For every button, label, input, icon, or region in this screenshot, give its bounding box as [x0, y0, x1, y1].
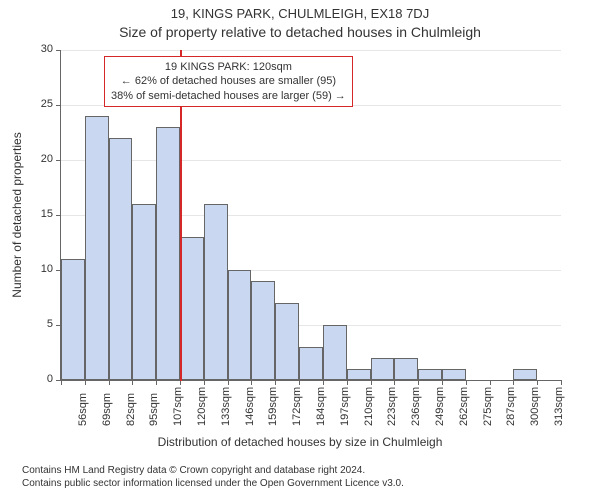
ytick-mark — [56, 160, 61, 161]
xtick-mark — [394, 380, 395, 385]
ytick-label: 30 — [21, 43, 53, 55]
ytick-label: 10 — [21, 263, 53, 275]
histogram-bar — [180, 237, 204, 380]
ytick-label: 5 — [21, 318, 53, 330]
xtick-mark — [537, 380, 538, 385]
xtick-label: 249sqm — [434, 387, 446, 426]
histogram-bar — [299, 347, 323, 380]
xtick-label: 82sqm — [125, 393, 137, 426]
xtick-mark — [561, 380, 562, 385]
histogram-bar — [228, 270, 252, 380]
histogram-bar — [394, 358, 418, 380]
annotation-box: 19 KINGS PARK: 120sqm← 62% of detached h… — [104, 56, 353, 107]
xtick-mark — [442, 380, 443, 385]
histogram-bar — [513, 369, 537, 380]
histogram-bar — [204, 204, 228, 380]
xtick-label: 223sqm — [386, 387, 398, 426]
ytick-mark — [56, 215, 61, 216]
xtick-mark — [347, 380, 348, 385]
annotation-property-size: 19 KINGS PARK: 120sqm — [111, 60, 346, 74]
xtick-label: 184sqm — [315, 387, 327, 426]
xtick-label: 56sqm — [77, 393, 89, 426]
xtick-label: 172sqm — [291, 387, 303, 426]
xtick-mark — [299, 380, 300, 385]
xtick-mark — [109, 380, 110, 385]
ytick-mark — [56, 105, 61, 106]
xtick-label: 313sqm — [553, 387, 565, 426]
figure-container: 19, KINGS PARK, CHULMLEIGH, EX18 7DJ Siz… — [0, 0, 600, 500]
xtick-label: 146sqm — [244, 387, 256, 426]
plot-area: 05101520253056sqm69sqm82sqm95sqm107sqm12… — [60, 50, 561, 381]
xtick-mark — [204, 380, 205, 385]
footer-line-1: Contains HM Land Registry data © Crown c… — [22, 464, 404, 477]
xtick-mark — [61, 380, 62, 385]
xtick-label: 107sqm — [172, 387, 184, 426]
xtick-label: 236sqm — [410, 387, 422, 426]
histogram-bar — [61, 259, 85, 380]
chart-title: Size of property relative to detached ho… — [0, 24, 600, 40]
xtick-label: 275sqm — [482, 387, 494, 426]
xtick-label: 287sqm — [505, 387, 517, 426]
histogram-bar — [275, 303, 299, 380]
ytick-label: 15 — [21, 208, 53, 220]
footer-line-2: Contains public sector information licen… — [22, 477, 404, 490]
ytick-label: 20 — [21, 153, 53, 165]
xtick-label: 300sqm — [529, 387, 541, 426]
xtick-mark — [371, 380, 372, 385]
histogram-bar — [347, 369, 371, 380]
gridline — [61, 160, 561, 161]
xtick-mark — [323, 380, 324, 385]
xtick-label: 133sqm — [220, 387, 232, 426]
xtick-mark — [275, 380, 276, 385]
xtick-label: 120sqm — [196, 387, 208, 426]
histogram-bar — [109, 138, 133, 380]
histogram-bar — [442, 369, 466, 380]
xtick-label: 262sqm — [458, 387, 470, 426]
histogram-bar — [132, 204, 156, 380]
xtick-mark — [132, 380, 133, 385]
histogram-bar — [251, 281, 275, 380]
xtick-mark — [156, 380, 157, 385]
xtick-label: 69sqm — [101, 393, 113, 426]
histogram-bar — [371, 358, 395, 380]
xtick-mark — [490, 380, 491, 385]
histogram-bar — [418, 369, 442, 380]
gridline — [61, 50, 561, 51]
histogram-bar — [156, 127, 180, 380]
address-line: 19, KINGS PARK, CHULMLEIGH, EX18 7DJ — [0, 6, 600, 21]
ytick-mark — [56, 50, 61, 51]
xtick-mark — [418, 380, 419, 385]
xtick-mark — [251, 380, 252, 385]
attribution-footer: Contains HM Land Registry data © Crown c… — [22, 464, 404, 490]
xtick-label: 210sqm — [363, 387, 375, 426]
xtick-mark — [228, 380, 229, 385]
xtick-mark — [466, 380, 467, 385]
xtick-label: 197sqm — [339, 387, 351, 426]
ytick-label: 0 — [21, 373, 53, 385]
ytick-label: 25 — [21, 98, 53, 110]
xtick-label: 159sqm — [267, 387, 279, 426]
annotation-larger-pct: 38% of semi-detached houses are larger (… — [111, 89, 346, 103]
x-axis-label: Distribution of detached houses by size … — [0, 435, 600, 449]
xtick-label: 95sqm — [148, 393, 160, 426]
histogram-bar — [323, 325, 347, 380]
xtick-mark — [85, 380, 86, 385]
xtick-mark — [513, 380, 514, 385]
annotation-smaller-pct: ← 62% of detached houses are smaller (95… — [111, 74, 346, 88]
histogram-bar — [85, 116, 109, 380]
